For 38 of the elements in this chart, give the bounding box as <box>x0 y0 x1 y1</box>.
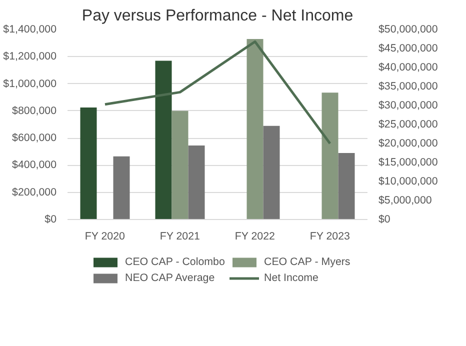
y2-tick-label: $50,000,000 <box>378 24 438 36</box>
chart-title: Pay versus Performance - Net Income <box>82 8 354 24</box>
y2-tick-label: $20,000,000 <box>378 138 438 150</box>
y-tick-label: $400,000 <box>12 159 57 172</box>
y2-tick-label: $25,000,000 <box>378 118 438 130</box>
y-tick-label: $600,000 <box>12 132 57 144</box>
y2-tick-label: $5,000,000 <box>378 194 432 206</box>
legend-label: CEO CAP - Myers <box>264 256 352 268</box>
bar <box>338 153 355 220</box>
legend-label: CEO CAP - Colombo <box>125 256 225 268</box>
y2-tick-label: $35,000,000 <box>378 80 438 92</box>
x-tick-label: FY 2023 <box>310 230 350 242</box>
bar <box>263 126 280 220</box>
y-tick-label: $1,200,000 <box>3 50 57 63</box>
line-series <box>104 40 332 145</box>
x-tick-label: FY 2020 <box>84 230 126 242</box>
y2-tick-label: $10,000,000 <box>378 176 438 188</box>
y2-tick-label: $30,000,000 <box>378 100 438 112</box>
y2-tick-label: $15,000,000 <box>378 156 438 168</box>
y-tick-label: $0 <box>44 214 57 226</box>
y-tick-label: $1,000,000 <box>3 78 57 90</box>
bar <box>322 92 338 220</box>
y-tick-label: $800,000 <box>12 104 57 117</box>
x-tick-label: FY 2022 <box>234 230 276 242</box>
bar <box>113 156 130 220</box>
bar <box>188 146 205 220</box>
bar <box>172 110 188 220</box>
y-tick-label: $1,400,000 <box>3 24 57 36</box>
legend-label: NEO CAP Average <box>125 272 216 284</box>
x-tick-label: FY 2021 <box>160 230 200 242</box>
bar <box>155 60 172 220</box>
bar <box>246 39 264 220</box>
y2-tick-label: $45,000,000 <box>378 42 438 54</box>
y-tick-label: $200,000 <box>12 186 57 198</box>
bar <box>80 108 97 220</box>
y2-tick-label: $40,000,000 <box>378 62 438 74</box>
y2-tick-label: $0 <box>378 214 390 226</box>
legend-label: Net Income <box>264 272 320 284</box>
